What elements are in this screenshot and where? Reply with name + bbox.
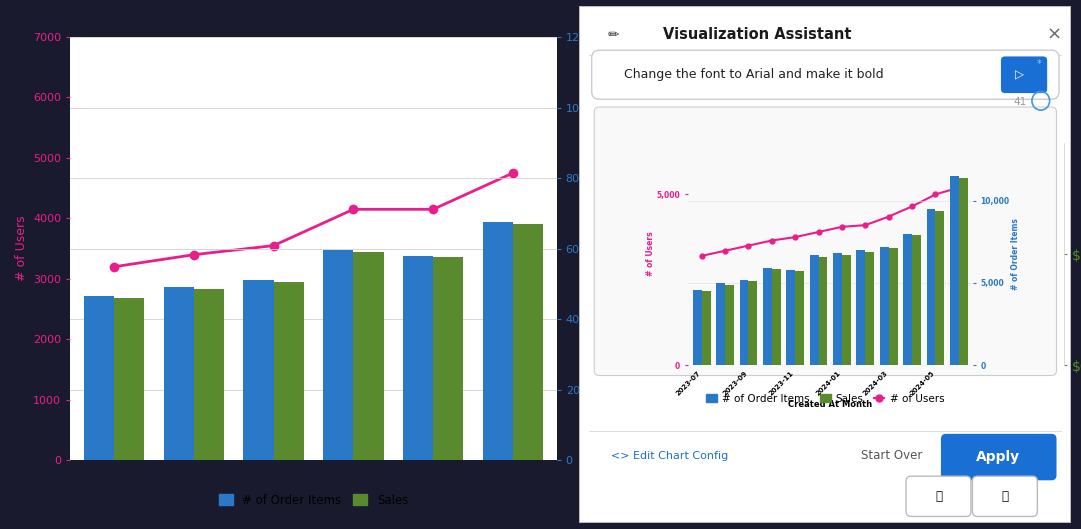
Bar (842, 255, 851, 365)
Text: 👎: 👎 (1001, 490, 1009, 503)
FancyBboxPatch shape (906, 476, 971, 516)
Bar (84, 296, 115, 460)
Bar (193, 289, 224, 460)
Bar (904, 234, 912, 365)
Bar (323, 250, 353, 460)
Y-axis label: # of Order Items: # of Order Items (606, 196, 619, 301)
Text: Change the font to Arial and make it bold: Change the font to Arial and make it bol… (624, 68, 883, 81)
FancyBboxPatch shape (973, 476, 1038, 516)
Text: ✏: ✏ (608, 28, 619, 42)
Bar (725, 285, 734, 365)
Bar (935, 211, 945, 365)
Y-axis label: # of Order Items: # of Order Items (1011, 218, 1020, 290)
Bar (772, 269, 780, 365)
Bar (950, 176, 959, 365)
Bar (748, 281, 758, 365)
X-axis label: Created At Month: Created At Month (788, 400, 872, 409)
Bar (912, 235, 921, 365)
Text: Apply: Apply (976, 450, 1020, 464)
Text: 41: 41 (1013, 97, 1026, 107)
Bar (889, 249, 897, 365)
Bar (512, 224, 543, 460)
Legend: # of Order Items, Sales: # of Order Items, Sales (214, 489, 413, 512)
FancyBboxPatch shape (595, 107, 1056, 376)
Bar (693, 289, 702, 365)
Text: 👍: 👍 (935, 490, 942, 503)
Text: <> Edit Chart Config: <> Edit Chart Config (612, 451, 729, 461)
Text: *: * (1037, 59, 1042, 69)
Legend: # of Order Items, Sales, # of Users: # of Order Items, Sales, # of Users (703, 389, 948, 408)
Bar (353, 252, 384, 460)
Bar (163, 287, 193, 460)
FancyBboxPatch shape (940, 434, 1056, 480)
Text: ▷: ▷ (1015, 69, 1024, 81)
Bar (433, 258, 464, 460)
Bar (818, 257, 827, 365)
Text: ×: × (1046, 26, 1062, 44)
Bar (880, 247, 889, 365)
FancyBboxPatch shape (1001, 57, 1047, 93)
Y-axis label: # of Users: # of Users (645, 232, 655, 277)
FancyBboxPatch shape (591, 50, 1059, 99)
Bar (403, 256, 433, 460)
Bar (926, 209, 935, 365)
FancyBboxPatch shape (579, 6, 1071, 523)
Bar (273, 282, 304, 460)
Bar (865, 252, 875, 365)
Bar (810, 255, 818, 365)
Bar (786, 270, 796, 365)
Bar (716, 283, 725, 365)
Bar (856, 250, 865, 365)
Bar (959, 178, 967, 365)
Bar (739, 280, 748, 365)
Bar (243, 280, 273, 460)
Y-axis label: # of Users: # of Users (14, 216, 27, 281)
Bar (763, 268, 772, 365)
Text: Start Over: Start Over (862, 449, 922, 462)
Bar (796, 271, 804, 365)
Bar (115, 298, 145, 460)
Bar (482, 222, 512, 460)
Bar (702, 291, 710, 365)
Text: Visualization Assistant: Visualization Assistant (663, 28, 852, 42)
Bar (833, 253, 842, 365)
